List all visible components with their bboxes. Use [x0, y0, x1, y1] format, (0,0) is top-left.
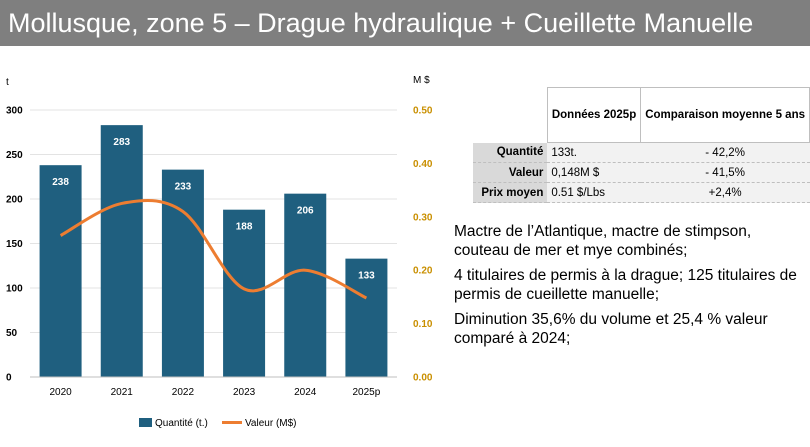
bar-value-label: 206	[297, 206, 314, 217]
summary-table: Données 2025p Comparaison moyenne 5 ans …	[473, 87, 810, 203]
bar-labels: 238 283 233 188 206 133	[52, 137, 375, 282]
row-value: 0.51 $/Lbs	[547, 182, 641, 203]
row-label: Prix moyen	[473, 182, 548, 203]
row-value: 133t.	[547, 142, 641, 163]
x-tick-label: 2021	[111, 387, 134, 398]
right-tick-label: 0.00	[413, 373, 433, 384]
left-tick-label: 0	[6, 373, 12, 384]
right-tick-label: 0.30	[413, 212, 433, 223]
bar-value-label: 133	[358, 271, 375, 282]
row-label: Valeur	[473, 162, 548, 183]
left-axis-label: t	[6, 77, 9, 88]
note-decrease: Diminution 35,6% du volume et 25,4 % val…	[454, 311, 768, 347]
table-row: Prix moyen 0.51 $/Lbs +2,4%	[473, 182, 810, 203]
notes-block: Mactre de l’Atlantique, mactre de stimps…	[454, 222, 804, 354]
bar-2020	[39, 165, 82, 377]
bar-value-label: 233	[175, 182, 192, 193]
right-tick-label: 0.20	[413, 266, 433, 277]
bar-2024	[284, 193, 327, 377]
left-tick-label: 200	[6, 195, 23, 206]
right-axis-ticks: 0.00 0.10 0.20 0.30 0.40 0.50	[413, 106, 433, 384]
x-tick-label: 2022	[172, 387, 195, 398]
header-comparaison: Comparaison moyenne 5 ans	[640, 87, 810, 143]
legend-line-label: Valeur (M$)	[245, 418, 297, 429]
table-row: Quantité 133t. - 42,2%	[473, 142, 810, 163]
legend-bar-swatch	[139, 418, 152, 427]
row-comparison: +2,4%	[640, 182, 810, 203]
table-row: Valeur 0,148M $ - 41,5%	[473, 162, 810, 183]
gridlines	[30, 109, 397, 333]
bars	[39, 125, 388, 377]
header-donnees: Données 2025p	[546, 87, 642, 143]
x-tick-label: 2025p	[353, 387, 381, 398]
bar-value-label: 283	[113, 137, 130, 148]
left-tick-label: 100	[6, 284, 23, 295]
bar-value-label: 188	[236, 222, 253, 233]
x-tick-label: 2020	[49, 387, 72, 398]
right-axis-label: M $	[413, 75, 430, 86]
legend: Quantité (t.) Valeur (M$)	[139, 418, 297, 429]
valeur-line	[59, 198, 368, 300]
right-tick-label: 0.50	[413, 106, 433, 117]
bar-2021	[100, 125, 143, 377]
left-tick-label: 250	[6, 150, 23, 161]
x-tick-label: 2023	[233, 387, 256, 398]
left-tick-label: 50	[6, 328, 18, 339]
x-axis-ticks: 2020 2021 2022 2023 2024 2025p	[49, 387, 380, 398]
legend-bar-label: Quantité (t.)	[155, 418, 208, 429]
row-comparison: - 42,2%	[640, 142, 810, 163]
bar-2025p	[345, 258, 388, 377]
combo-chart: 238 283 233 188 206 133 0 50 100 150 200 250 300 0.…	[6, 75, 433, 429]
slide-title: Mollusque, zone 5 – Drague hydraulique +…	[0, 0, 810, 46]
bar-2023	[223, 209, 266, 377]
row-label: Quantité	[473, 142, 548, 163]
x-tick-label: 2024	[294, 387, 317, 398]
table-corner	[473, 87, 548, 143]
note-permits: 4 titulaires de permis à la drague; 125 …	[454, 267, 797, 303]
left-axis-ticks: 0 50 100 150 200 250 300	[6, 106, 23, 384]
right-tick-label: 0.10	[413, 319, 433, 330]
note-species: Mactre de l’Atlantique, mactre de stimps…	[454, 223, 752, 259]
row-value: 0,148M $	[547, 162, 641, 183]
row-comparison: - 41,5%	[640, 162, 810, 183]
right-tick-label: 0.40	[413, 159, 433, 170]
bar-2022	[161, 169, 204, 377]
left-tick-label: 300	[6, 106, 23, 117]
left-tick-label: 150	[6, 239, 23, 250]
bar-value-label: 238	[52, 177, 69, 188]
